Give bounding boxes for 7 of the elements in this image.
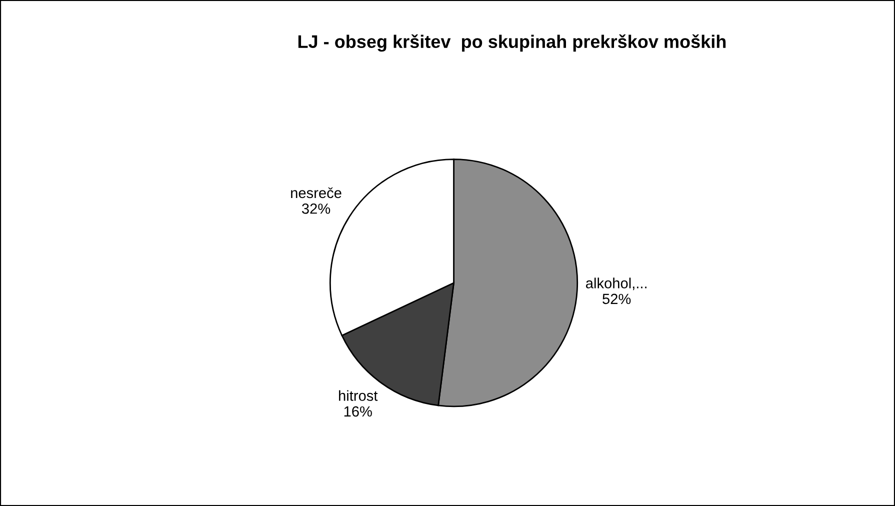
data-label: 16% (344, 406, 372, 417)
slice-label: hitrost (339, 390, 378, 401)
chart-title: LJ - obseg kršitev po skupinah prekrškov moških (298, 34, 726, 52)
slice-label: alkohol,... (586, 278, 646, 290)
slice-label: nesreče (291, 187, 342, 198)
data-label: 52% (602, 294, 631, 304)
data-label: 32% (302, 204, 330, 214)
